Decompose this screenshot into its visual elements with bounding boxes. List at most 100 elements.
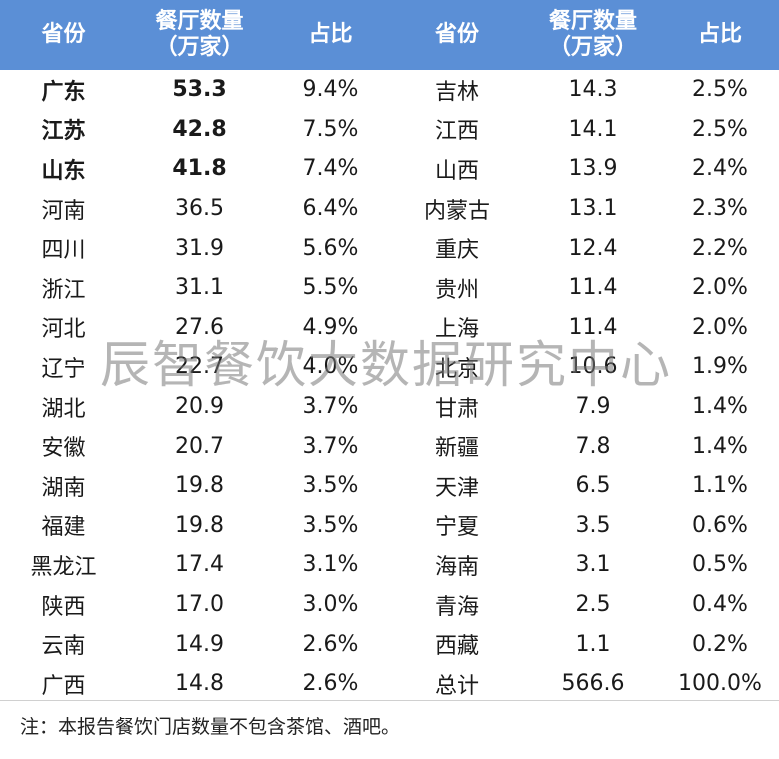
header-share-right: 占比 (697, 22, 742, 47)
left-share-cell: 3.7% (302, 394, 359, 420)
right-count-cell: 6.5 (575, 473, 611, 499)
right-count-cell: 13.9 (568, 156, 618, 182)
right-province-cell: 天津 (434, 475, 479, 501)
right-province-cell: 贵州 (434, 277, 479, 303)
left-share-cell: 5.6% (302, 235, 359, 261)
left-province-cell: 广东 (41, 79, 86, 105)
right-count-cell: 7.8 (575, 433, 611, 459)
right-count-cell: 12.4 (568, 235, 618, 261)
table-row: 湖北 20.9 3.7% 甘肃 7.9 1.4% (0, 387, 779, 427)
right-count-cell: 3.1 (575, 552, 611, 578)
table-row: 浙江 31.1 5.5% 贵州 11.4 2.0% (0, 268, 779, 308)
table-row: 湖南 19.8 3.5% 天津 6.5 1.1% (0, 466, 779, 506)
table-row: 河北 27.6 4.9% 上海 11.4 2.0% (0, 308, 779, 348)
left-count-cell: 36.5 (175, 196, 224, 222)
right-count-cell: 14.3 (568, 77, 618, 103)
left-share-cell: 3.7% (302, 433, 359, 459)
right-province-cell: 海南 (434, 554, 479, 580)
right-province-cell: 青海 (434, 594, 479, 620)
table-header-row: 省份 餐厅数量 （万家） 占比 省份 餐厅数量 （万家） 占比 (0, 0, 779, 70)
right-province-cell: 内蒙古 (423, 198, 490, 224)
left-share-cell: 4.0% (302, 354, 359, 380)
right-count-cell: 10.6 (568, 354, 618, 380)
left-count-cell: 19.8 (175, 512, 224, 538)
left-count-cell: 20.7 (175, 433, 224, 459)
restaurant-count-table: 省份 餐厅数量 （万家） 占比 省份 餐厅数量 （万家） 占比 广东 53.3 9.… (0, 0, 779, 704)
left-count-cell: 19.8 (175, 473, 224, 499)
left-share-cell: 3.5% (302, 512, 359, 538)
right-count-cell: 3.5 (575, 512, 611, 538)
table-row: 辽宁 22.7 4.0% 北京 10.6 1.9% (0, 347, 779, 387)
left-province-cell: 浙江 (41, 277, 86, 303)
left-count-cell: 31.9 (175, 235, 224, 261)
table-row: 云南 14.9 2.6% 西藏 1.1 0.2% (0, 624, 779, 664)
left-count-cell: 22.7 (175, 354, 224, 380)
right-province-cell: 山西 (434, 158, 479, 184)
right-share-cell: 1.4% (692, 433, 748, 459)
right-count-cell: 1.1 (575, 631, 611, 657)
right-province-cell: 宁夏 (434, 515, 479, 541)
right-share-cell: 2.4% (692, 156, 748, 182)
right-province-cell: 总计 (434, 673, 479, 699)
right-province-cell: 甘肃 (434, 396, 479, 422)
left-count-cell: 14.8 (175, 671, 224, 697)
right-count-cell: 13.1 (568, 196, 618, 222)
right-share-cell: 2.5% (692, 116, 748, 142)
right-count-cell: 14.1 (568, 116, 618, 142)
left-count-cell: 17.0 (175, 592, 224, 618)
header-count-left: 餐厅数量 （万家） (127, 0, 272, 70)
right-share-cell: 0.2% (692, 631, 748, 657)
left-province-cell: 湖南 (41, 475, 86, 501)
right-count-cell: 11.4 (568, 314, 618, 340)
header-count-line1: 餐厅数量 (155, 9, 244, 34)
table-bottom-divider (0, 700, 779, 701)
table-row: 四川 31.9 5.6% 重庆 12.4 2.2% (0, 228, 779, 268)
header-count-line2: （万家） (548, 35, 637, 60)
right-province-cell: 北京 (434, 356, 479, 382)
right-province-cell: 西藏 (434, 634, 479, 660)
left-share-cell: 5.5% (302, 275, 359, 301)
left-province-cell: 陕西 (41, 594, 86, 620)
header-count-line1: 餐厅数量 (548, 9, 637, 34)
table-row: 广东 53.3 9.4% 吉林 14.3 2.5% (0, 70, 779, 110)
right-share-cell: 2.5% (692, 77, 748, 103)
right-share-cell: 1.1% (692, 473, 748, 499)
left-count-cell: 41.8 (172, 156, 227, 182)
right-share-cell: 100.0% (678, 671, 762, 697)
header-share-left: 占比 (308, 22, 353, 47)
right-count-cell: 2.5 (575, 592, 611, 618)
right-share-cell: 2.2% (692, 235, 748, 261)
left-share-cell: 4.9% (302, 314, 359, 340)
left-count-cell: 42.8 (172, 116, 227, 142)
right-province-cell: 上海 (434, 317, 479, 343)
right-province-cell: 重庆 (434, 238, 479, 264)
table-row: 山东 41.8 7.4% 山西 13.9 2.4% (0, 149, 779, 189)
left-share-cell: 3.5% (302, 473, 359, 499)
left-province-cell: 辽宁 (41, 356, 86, 382)
left-province-cell: 山东 (41, 158, 86, 184)
table-row: 陕西 17.0 3.0% 青海 2.5 0.4% (0, 585, 779, 625)
left-province-cell: 广西 (41, 673, 86, 699)
header-province-left: 省份 (41, 22, 86, 47)
right-share-cell: 0.5% (692, 552, 748, 578)
right-share-cell: 1.9% (692, 354, 748, 380)
table-row: 安徽 20.7 3.7% 新疆 7.8 1.4% (0, 426, 779, 466)
left-share-cell: 9.4% (302, 77, 359, 103)
header-province-right: 省份 (434, 22, 479, 47)
table-row: 河南 36.5 6.4% 内蒙古 13.1 2.3% (0, 189, 779, 229)
right-share-cell: 1.4% (692, 394, 748, 420)
left-share-cell: 6.4% (302, 196, 359, 222)
left-province-cell: 江苏 (41, 119, 86, 145)
left-province-cell: 黑龙江 (30, 554, 97, 580)
left-province-cell: 四川 (41, 238, 86, 264)
header-count-line2: （万家） (155, 35, 244, 60)
table-body: 广东 53.3 9.4% 吉林 14.3 2.5% 江苏 42.8 7.5% 江西 14.1 2.5%… (0, 70, 779, 704)
left-count-cell: 20.9 (175, 394, 224, 420)
table-row: 福建 19.8 3.5% 宁夏 3.5 0.6% (0, 506, 779, 546)
left-count-cell: 27.6 (175, 314, 224, 340)
left-province-cell: 云南 (41, 634, 86, 660)
left-share-cell: 7.5% (302, 116, 359, 142)
right-province-cell: 新疆 (434, 436, 479, 462)
left-count-cell: 31.1 (175, 275, 224, 301)
right-share-cell: 0.6% (692, 512, 748, 538)
